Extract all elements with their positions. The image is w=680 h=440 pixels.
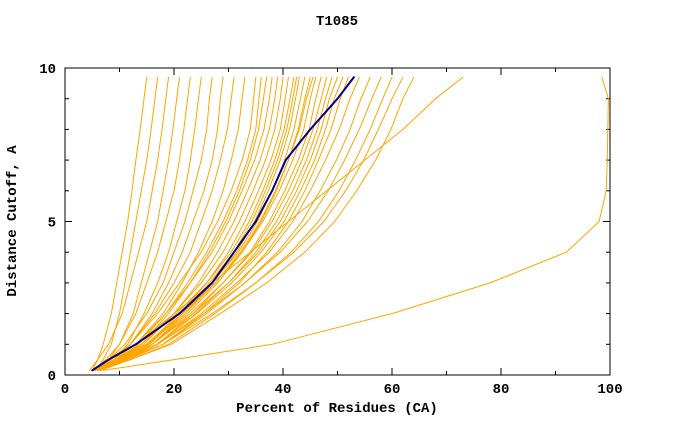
prediction-curve: [97, 76, 371, 371]
prediction-curve: [91, 76, 295, 371]
prediction-curve: [91, 76, 273, 371]
prediction-curve: [91, 76, 317, 371]
prediction-curve: [94, 76, 404, 371]
prediction-curve: [97, 76, 262, 371]
prediction-curve: [91, 76, 314, 371]
prediction-curve: [91, 76, 191, 371]
x-tick-label: 60: [384, 382, 401, 398]
chart-title: T1085: [316, 14, 358, 30]
prediction-curve: [91, 76, 257, 371]
x-tick-label: 0: [61, 382, 69, 398]
plot-area: 0 20 40 60 80 100 0 5 10: [39, 62, 622, 398]
prediction-curve: [89, 76, 170, 371]
prediction-curve: [94, 76, 159, 371]
x-tick-label: 20: [166, 382, 183, 398]
prediction-curve: [99, 76, 298, 371]
x-tick-label: 80: [493, 382, 510, 398]
prediction-curve: [99, 76, 202, 371]
x-tick-label: 100: [597, 382, 622, 398]
y-axis-label: Distance Cutoff, A: [5, 145, 21, 297]
y-tick-label: 5: [48, 216, 56, 232]
highlight-curve: [91, 76, 355, 372]
x-tick-label: 40: [275, 382, 292, 398]
prediction-curve: [102, 76, 609, 371]
prediction-curve: [97, 76, 279, 371]
prediction-curve: [97, 76, 333, 371]
prediction-curve: [91, 76, 382, 371]
y-tick-label: 0: [48, 369, 56, 385]
prediction-curve: [91, 76, 213, 371]
x-axis-label: Percent of Residues (CA): [236, 401, 438, 417]
prediction-curve: [91, 76, 148, 371]
y-tick-label: 10: [39, 62, 56, 78]
prediction-curve: [97, 76, 415, 371]
prediction-curve: [99, 76, 393, 371]
